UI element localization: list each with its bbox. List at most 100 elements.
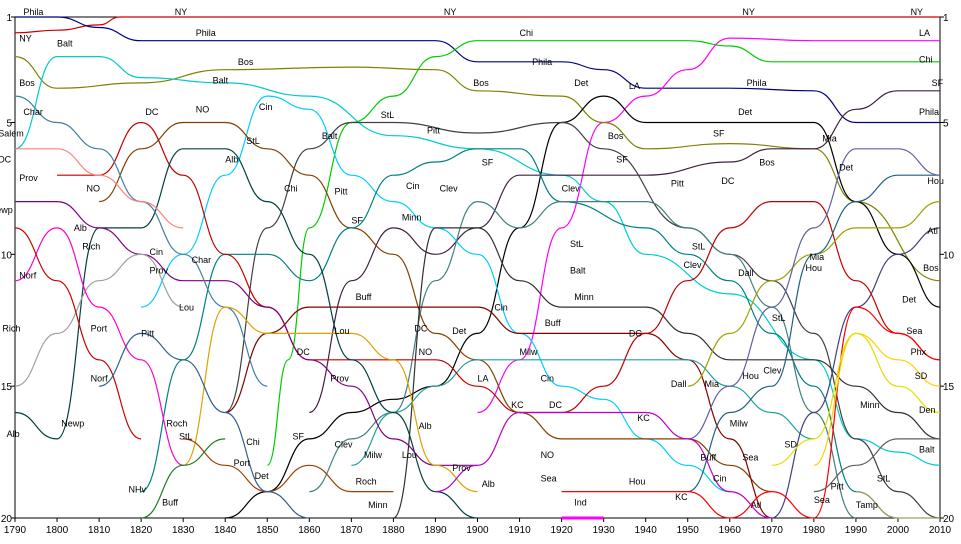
city-label: SF <box>293 432 305 442</box>
city-label: Bos <box>19 78 35 88</box>
y-tick-label-left: 10 <box>1 250 13 261</box>
city-label: Det <box>902 294 917 304</box>
series-line-salem <box>15 148 184 229</box>
series-line-det <box>225 95 941 519</box>
city-label: Phila <box>196 28 216 38</box>
city-label: Prov <box>452 463 471 473</box>
city-label: Dall <box>738 268 754 278</box>
city-label: Hou <box>629 476 646 486</box>
city-label: Prov <box>19 173 38 183</box>
series-lines <box>14 16 941 520</box>
series-line-newp <box>14 227 142 440</box>
city-label: Roch <box>166 418 187 428</box>
city-label: Den <box>919 405 936 415</box>
city-label: Norf <box>91 374 109 384</box>
city-label: DC <box>629 329 642 339</box>
city-label: NHv <box>129 484 147 494</box>
city-label: Mia <box>822 134 837 144</box>
city-label: Roch <box>356 476 377 486</box>
city-label: Atl <box>751 500 762 510</box>
x-tick-label: 1800 <box>46 525 69 536</box>
y-tick-label-left: 1 <box>6 13 12 24</box>
city-label: LA <box>629 81 640 91</box>
city-label: Alb <box>482 479 495 489</box>
series-line-la <box>477 37 940 414</box>
city-label: Bos <box>473 78 489 88</box>
city-label: Pitt <box>671 178 685 188</box>
city-label: NY <box>19 33 32 43</box>
x-tick-label: 1840 <box>214 525 237 536</box>
series-line-rich <box>14 253 184 387</box>
city-label: Sea <box>742 453 758 463</box>
city-label: Rich <box>2 323 20 333</box>
city-label: Balt <box>213 76 229 86</box>
city-label: Phila <box>532 57 552 67</box>
city-label: Tamp <box>856 500 878 510</box>
series-line-mia <box>687 148 941 440</box>
city-label: Cin <box>150 247 164 257</box>
x-tick-label: 1920 <box>550 525 573 536</box>
series-line-phila <box>15 16 940 124</box>
city-label: SF <box>482 157 494 167</box>
y-tick-label-left: 20 <box>1 514 13 525</box>
city-label: Phila <box>23 7 43 17</box>
x-tick-label: 1950 <box>677 525 700 536</box>
city-label: Sea <box>541 474 557 484</box>
city-label: Mia <box>810 252 825 262</box>
series-line-minn <box>393 227 941 519</box>
city-label: DC <box>414 323 427 333</box>
city-label: StL <box>381 110 395 120</box>
series-line-balt <box>14 55 941 466</box>
city-label: Pitt <box>427 126 441 136</box>
city-label: KC <box>637 413 650 423</box>
x-tick-label: 1820 <box>130 525 153 536</box>
city-label: Clev <box>335 439 354 449</box>
city-label: Buff <box>545 318 561 328</box>
city-label: Milw <box>730 418 748 428</box>
x-tick-label: 1850 <box>256 525 279 536</box>
city-label: Chi <box>284 184 298 194</box>
city-label: Mia <box>705 379 720 389</box>
city-label: Salem <box>0 128 24 138</box>
city-label: Clev <box>440 184 459 194</box>
city-label: Chi <box>919 54 933 64</box>
city-label: Dall <box>671 379 687 389</box>
city-label: Chi <box>520 28 534 38</box>
series-line-cin <box>141 95 730 493</box>
city-label: Alb <box>419 421 432 431</box>
x-tick-label: 1940 <box>635 525 658 536</box>
city-label: StL <box>179 432 193 442</box>
city-label: Bos <box>923 263 939 273</box>
x-tick-label: 1890 <box>424 525 447 536</box>
city-label: Bos <box>608 131 624 141</box>
city-label: Port <box>91 323 108 333</box>
series-line-kc <box>435 411 772 519</box>
city-label: Char <box>23 107 43 117</box>
series-line-lou <box>182 306 478 493</box>
city-label: Chi <box>246 437 260 447</box>
city-label: Sea <box>814 495 830 505</box>
city-label: SD <box>784 439 797 449</box>
city-label: Cin <box>259 102 273 112</box>
city-label: Rich <box>82 242 100 252</box>
series-line-sd <box>771 332 941 466</box>
series-line-clev <box>309 200 857 519</box>
city-label: SF <box>713 128 725 138</box>
x-tick-label: 1960 <box>719 525 742 536</box>
x-tick-label: 2010 <box>929 525 952 536</box>
city-label: Alb <box>74 223 87 233</box>
x-tick-label: 1790 <box>4 525 27 536</box>
x-tick-label: 1900 <box>466 525 489 536</box>
y-tick-label-right: 20 <box>943 514 955 525</box>
city-label: SF <box>351 215 363 225</box>
series-line-roch <box>183 438 394 493</box>
series-line-sf <box>309 90 940 414</box>
series-line-den <box>813 438 940 493</box>
x-tick-label: 2000 <box>887 525 910 536</box>
city-label: StL <box>772 313 786 323</box>
city-label: Phila <box>919 107 939 117</box>
city-label: DC <box>549 400 562 410</box>
city-label: Port <box>234 458 251 468</box>
series-line-atl <box>771 227 941 519</box>
